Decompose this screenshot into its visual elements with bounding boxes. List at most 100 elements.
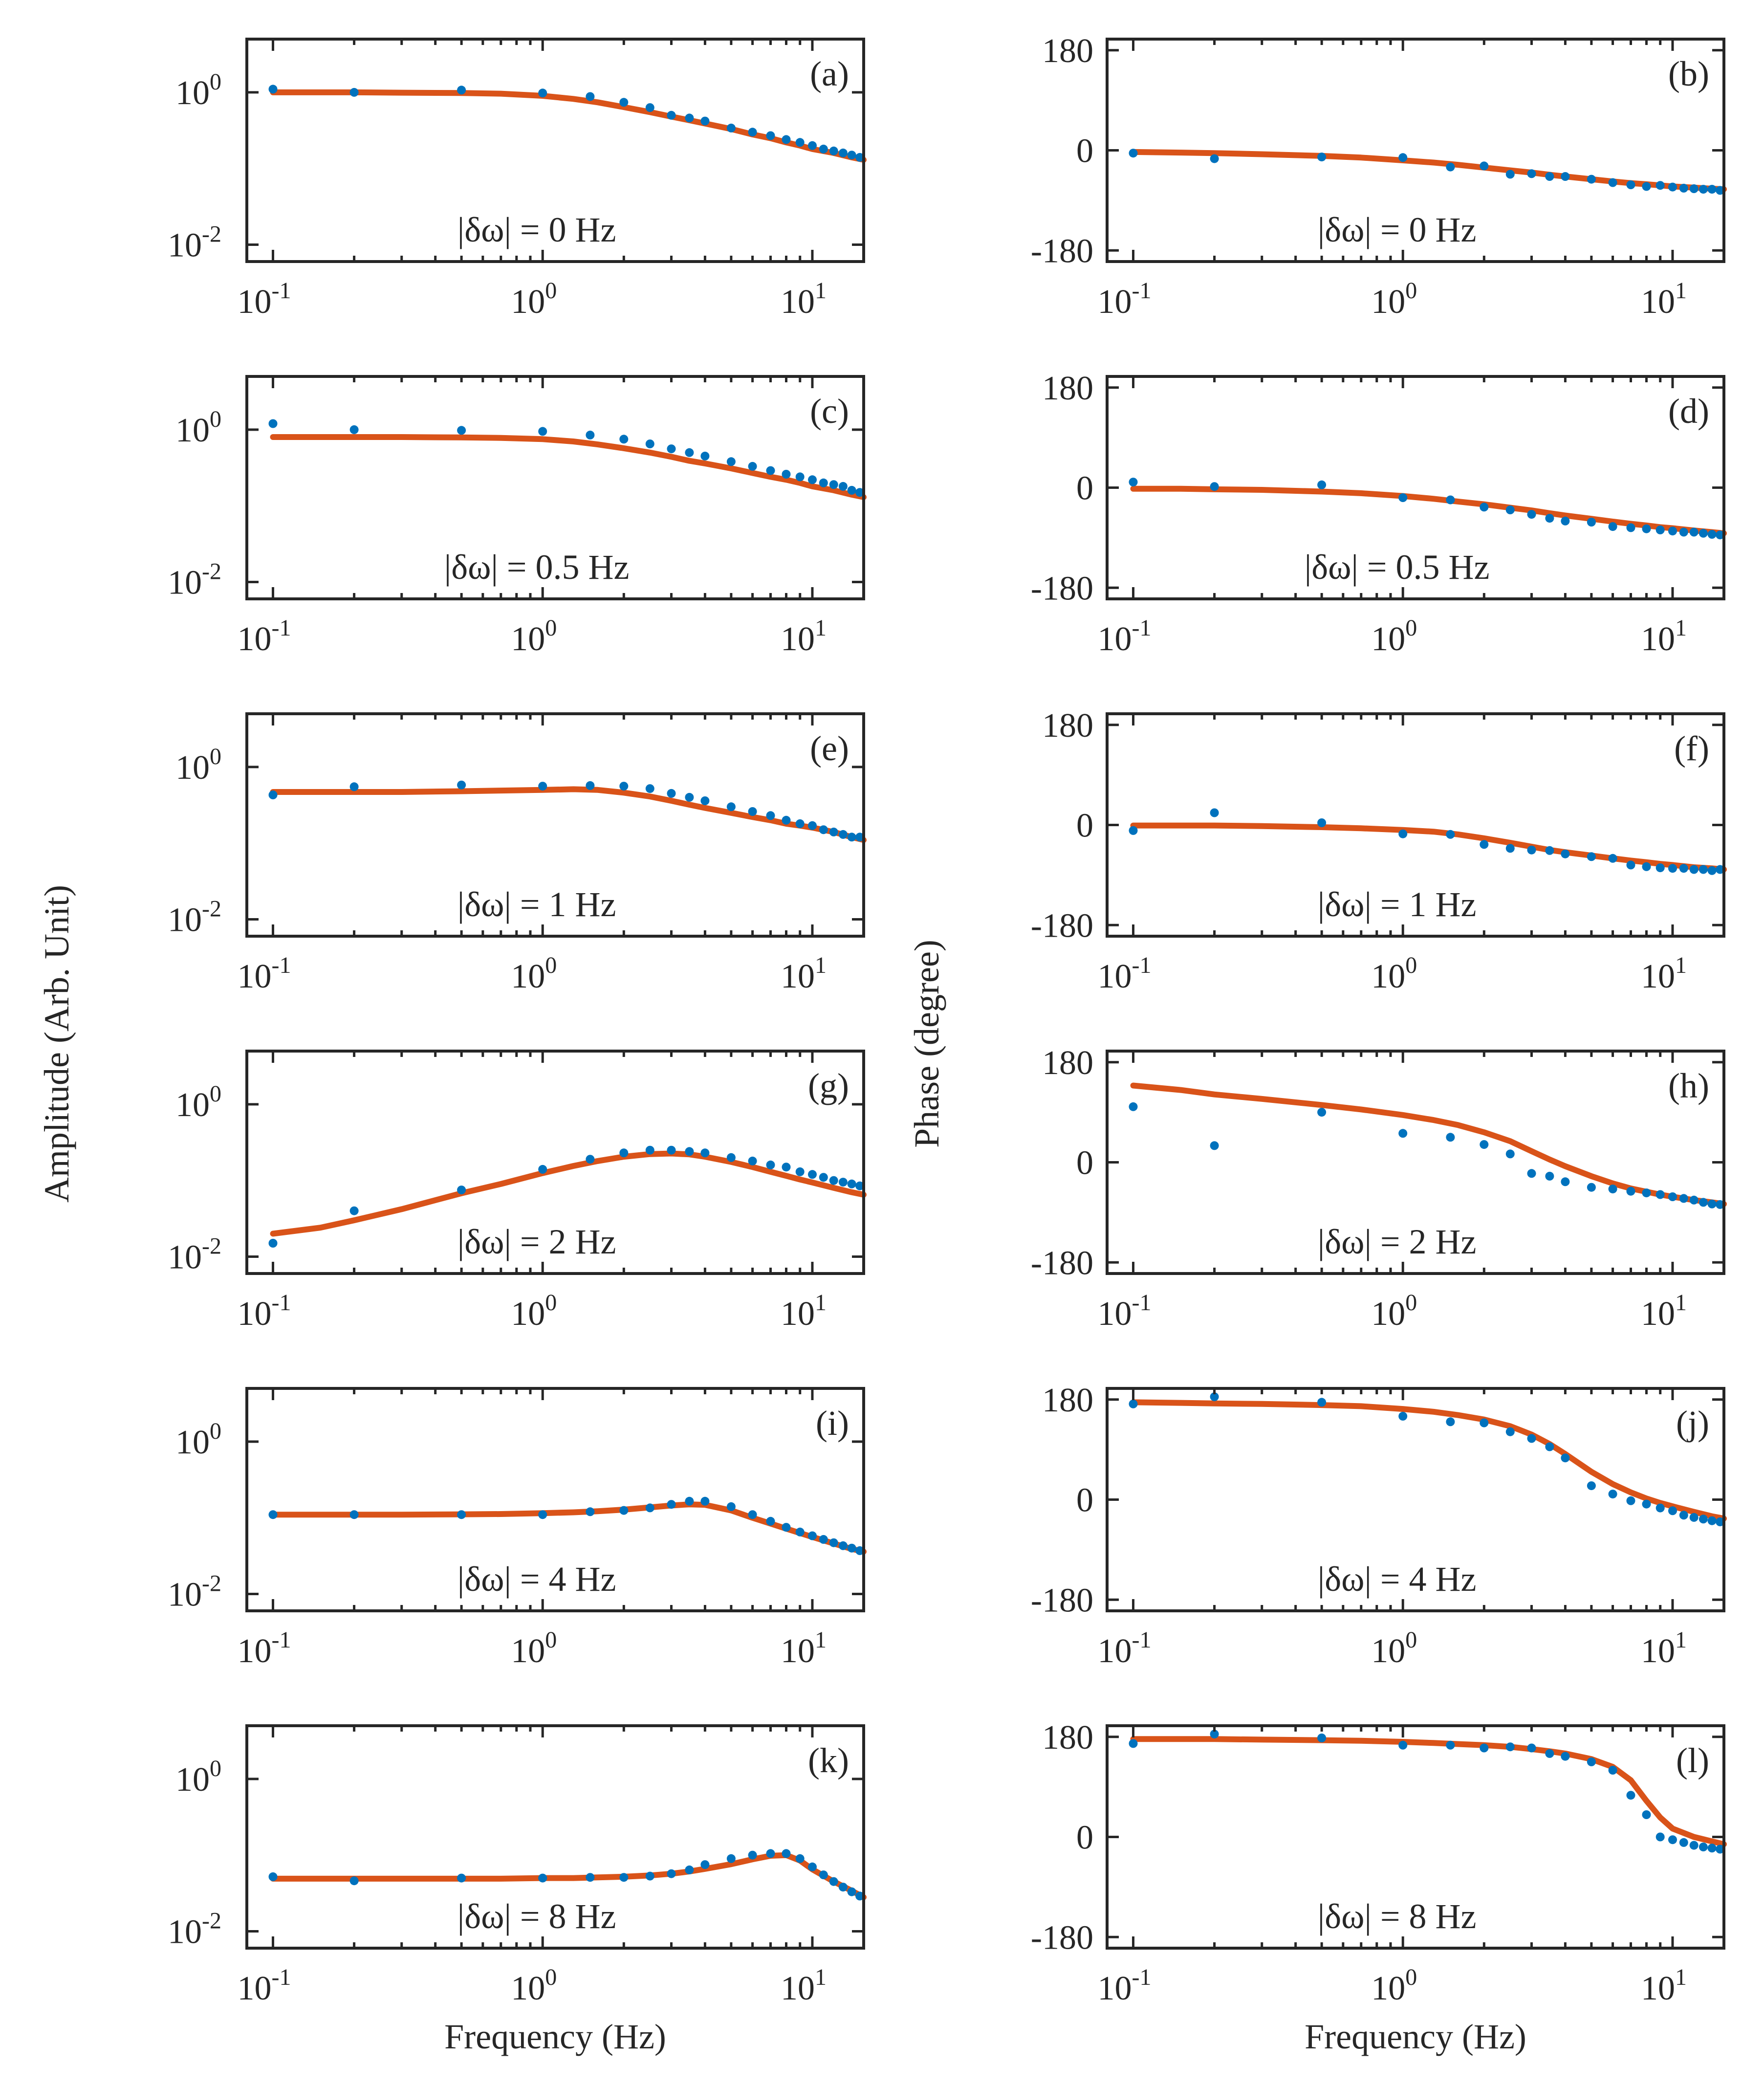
data-point-c [808,475,817,484]
frequency-axis-label-left: Frequency (Hz) [444,2017,666,2056]
x-tick-label: 100 [1371,615,1417,658]
data-point-h [1480,1140,1489,1149]
data-point-k [795,1854,805,1863]
data-point-a [349,88,359,97]
panel-label-j: (j) [1676,1404,1709,1443]
data-point-f [1587,852,1596,861]
panel-label-l: (l) [1676,1741,1709,1780]
data-point-j [1527,1434,1536,1443]
x-tick-label: 101 [781,952,827,995]
x-tick-label: 101 [1641,615,1687,658]
data-point-f [1689,865,1699,874]
y-tick-label: 0 [1076,1819,1093,1857]
data-point-h [1317,1108,1327,1117]
y-tick-label: 180 [1042,32,1093,70]
data-point-a [538,88,547,98]
data-point-e [538,782,547,791]
data-point-a [619,98,629,107]
data-point-d [1608,522,1617,531]
data-point-g [795,1167,805,1176]
data-point-h [1689,1195,1699,1205]
data-point-h [1210,1141,1219,1150]
data-point-a [808,141,817,150]
data-point-l [1608,1766,1617,1775]
data-point-c [795,472,805,482]
x-tick-label: 100 [511,952,557,995]
data-point-j [1317,1398,1327,1407]
data-point-f [1210,808,1219,817]
data-point-h [1587,1183,1596,1192]
data-point-h [1608,1185,1617,1194]
data-point-i [808,1531,817,1540]
data-point-d [1317,480,1327,489]
data-point-k [855,1891,865,1901]
data-point-f [1446,830,1455,839]
annotation-f: |δω| = 1 Hz [1318,885,1477,924]
data-point-f [1642,862,1651,871]
data-point-e [619,782,629,791]
axes-frame-e [245,712,865,938]
data-point-b [1561,172,1570,181]
x-tick-label: 101 [1641,1627,1687,1670]
y-tick-label: 10-2 [168,558,221,601]
data-point-b [1398,153,1408,162]
y-tick-label: -180 [1031,232,1093,270]
data-point-l [1446,1740,1455,1750]
data-point-h [1626,1186,1635,1196]
data-point-l [1679,1838,1688,1847]
y-tick-label: 180 [1042,370,1093,407]
data-point-a [685,113,694,123]
data-point-i [795,1527,805,1537]
y-tick-label: 0 [1076,1482,1093,1519]
data-point-a [795,138,805,147]
data-point-b [1679,183,1688,193]
data-point-g [847,1179,856,1188]
data-point-k [748,1850,757,1860]
data-point-g [349,1206,359,1215]
data-point-a [748,128,757,137]
x-tick-label: 10-1 [237,1627,291,1670]
data-point-k [829,1877,838,1886]
axes-frame-c [245,375,865,600]
data-point-e [700,796,710,805]
data-point-g [726,1153,736,1162]
y-tick-label: -180 [1031,1244,1093,1282]
data-point-e [748,807,757,816]
data-point-d [1699,528,1708,538]
data-point-e [685,792,694,802]
data-point-e [855,833,865,842]
data-point-d [1398,493,1408,502]
data-point-l [1587,1757,1596,1766]
data-point-d [1707,530,1717,539]
y-tick-label: 100 [175,69,221,112]
data-point-f [1398,829,1408,838]
data-point-g [586,1155,595,1164]
data-point-h [1679,1194,1688,1203]
x-tick-label: 101 [781,278,827,321]
y-tick-label: 100 [175,1081,221,1124]
data-point-d [1446,495,1455,505]
data-point-k [645,1871,654,1881]
annotation-l: |δω| = 8 Hz [1318,1897,1477,1936]
data-point-i [268,1510,278,1519]
data-point-k [538,1873,547,1883]
y-tick-label: -180 [1031,570,1093,607]
annotation-j: |δω| = 4 Hz [1318,1560,1477,1599]
data-point-b [1716,186,1725,195]
data-point-c [645,439,654,448]
data-point-k [700,1860,710,1869]
data-point-a [726,123,736,132]
data-point-c [349,425,359,434]
x-tick-label: 10-1 [237,615,291,658]
x-tick-label: 101 [1641,1290,1687,1333]
panel-label-g: (g) [808,1066,849,1105]
panel-c: 10-1 100 101 100 10-2 (c) |δω| = 0.5 Hz [168,375,867,658]
data-point-l [1505,1742,1515,1752]
data-point-e [795,819,805,828]
data-point-e [586,781,595,790]
panel-label-d: (d) [1668,392,1709,431]
data-point-e [645,784,654,793]
data-point-l [1668,1835,1677,1845]
y-tick-label: -180 [1031,1919,1093,1956]
x-tick-label: 100 [511,1290,557,1333]
